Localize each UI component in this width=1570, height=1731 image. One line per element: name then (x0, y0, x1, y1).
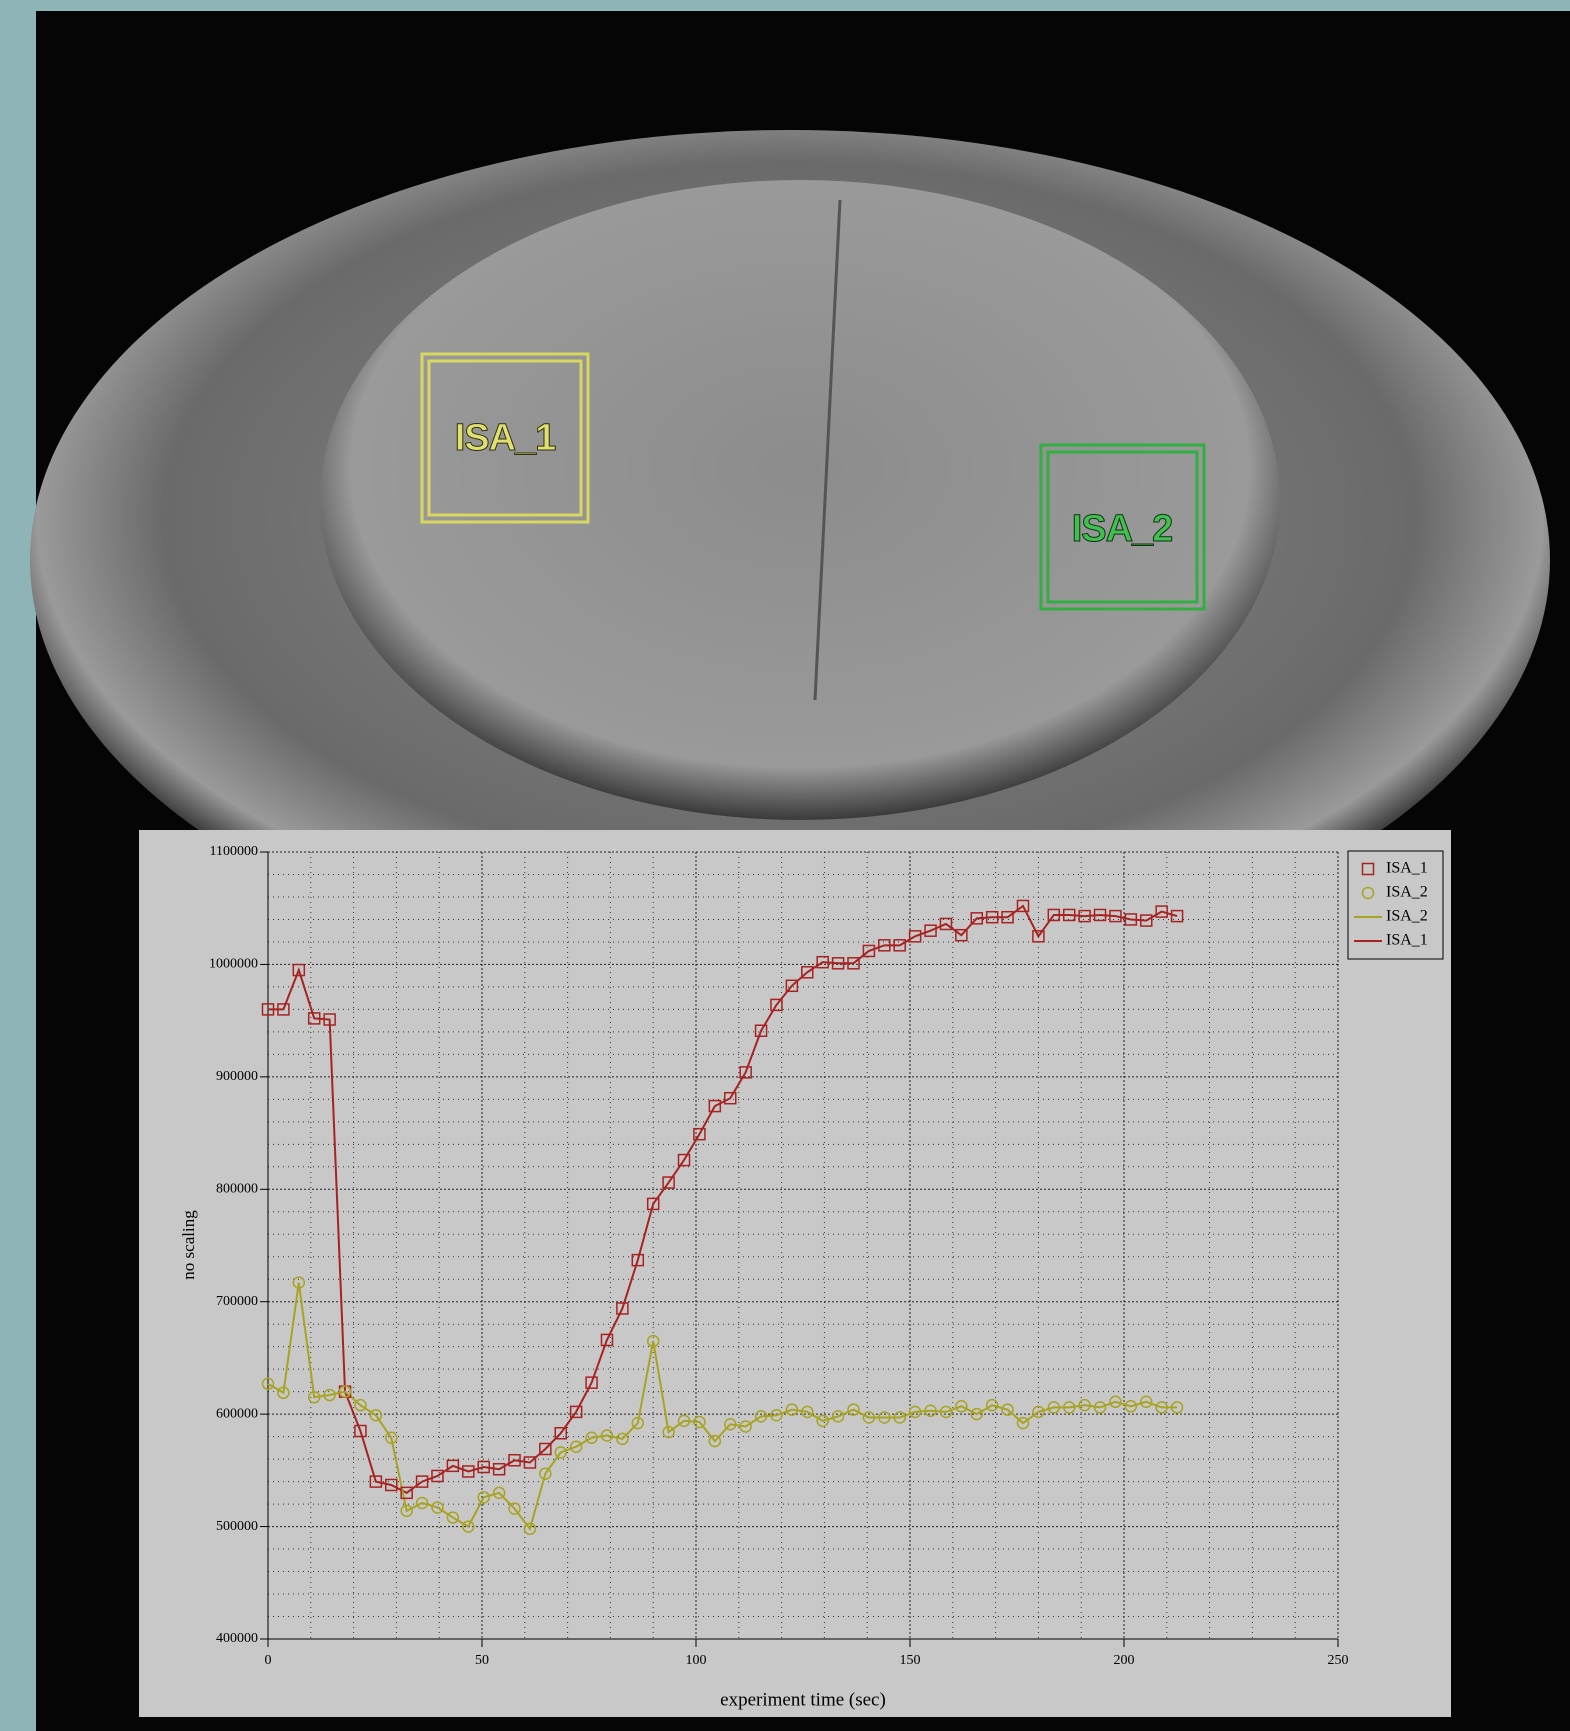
x-tick-label: 0 (265, 1653, 272, 1668)
y-tick-label: 600000 (216, 1406, 258, 1421)
x-axis-label: experiment time (sec) (720, 1689, 886, 1710)
legend-label: ISA_1 (1386, 860, 1428, 877)
x-tick-label: 100 (686, 1653, 707, 1668)
roi-label: ISA_1 (455, 417, 556, 459)
legend-label: ISA_2 (1386, 908, 1428, 925)
y-tick-label: 900000 (216, 1069, 258, 1084)
roi-label: ISA_2 (1072, 508, 1173, 550)
page: ISA_1 ISA_2 no scaling experiment time (… (0, 0, 1570, 1731)
x-tick-label: 200 (1114, 1653, 1135, 1668)
screen: ISA_1 ISA_2 no scaling experiment time (… (0, 0, 1570, 1731)
x-tick-label: 250 (1328, 1653, 1349, 1668)
y-tick-label: 800000 (216, 1182, 258, 1197)
y-tick-label: 400000 (216, 1631, 258, 1646)
brain (320, 180, 1280, 820)
y-axis-label: no scaling (179, 1210, 198, 1280)
y-tick-label: 1000000 (209, 957, 258, 972)
y-tick-label: 700000 (216, 1294, 258, 1309)
x-tick-label: 150 (900, 1653, 921, 1668)
x-tick-label: 50 (475, 1653, 489, 1668)
chart-panel (139, 830, 1451, 1717)
y-tick-label: 1100000 (210, 844, 258, 859)
legend-label: ISA_1 (1386, 932, 1428, 949)
legend-label: ISA_2 (1386, 884, 1428, 901)
y-tick-label: 500000 (216, 1519, 258, 1534)
